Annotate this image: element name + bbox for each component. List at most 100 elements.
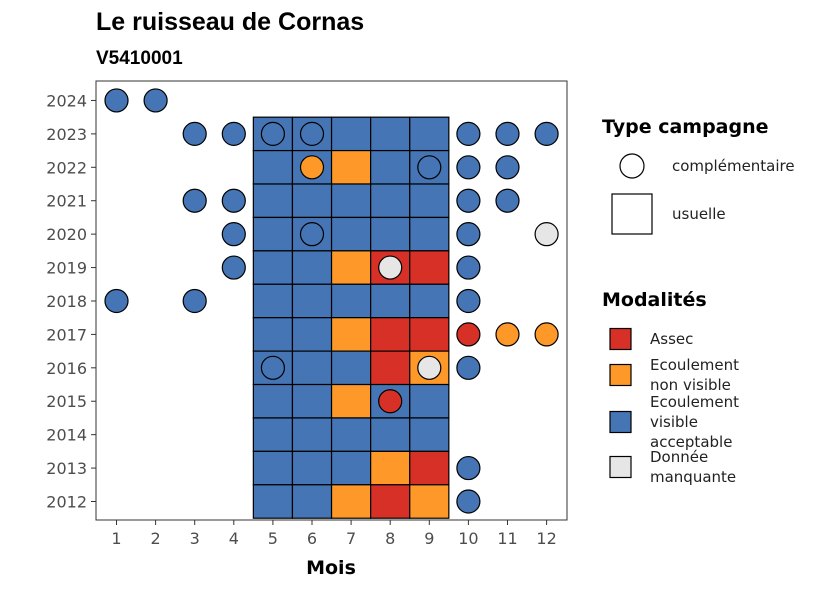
x-tick-label: 12: [536, 529, 556, 548]
complementaire-point-2018-10: [456, 288, 481, 314]
complementaire-point-2018-1: [104, 288, 129, 314]
usuelle-cell-2012-8: [370, 484, 411, 519]
legend-modalite-label: manquante: [650, 468, 736, 486]
usuelle-cell-2019-5: [252, 250, 294, 285]
usuelle-cell-2016-8: [370, 350, 411, 386]
usuelle-cell-2014-5: [252, 417, 294, 452]
usuelle-cell-2017-9: [409, 317, 450, 352]
complementaire-point-2022-9: [417, 155, 442, 180]
y-tick-label: 2023: [46, 125, 87, 144]
legend-modalite-key: [609, 327, 632, 351]
usuelle-cell-2020-8: [370, 216, 411, 252]
usuelle-cell-2013-7: [330, 450, 372, 486]
usuelle-cell-2012-9: [409, 484, 450, 519]
usuelle-cell-2023-8: [370, 116, 411, 152]
x-tick-label: 8: [385, 529, 395, 548]
usuelle-cell-2012-5: [252, 484, 294, 519]
usuelle-cell-2013-9: [409, 450, 450, 486]
complementaire-point-2023-3: [182, 121, 207, 146]
complementaire-point-2016-5: [260, 355, 285, 380]
usuelle-cell-2015-6: [291, 383, 333, 419]
complementaire-point-2023-5: [260, 121, 285, 146]
y-tick-label: 2013: [46, 459, 87, 478]
y-tick-label: 2024: [46, 91, 87, 110]
complementaire-point-2024-1: [104, 88, 129, 113]
usuelle-cell-2014-7: [330, 417, 372, 452]
x-tick-label: 6: [307, 529, 317, 548]
complementaire-point-2018-3: [182, 288, 207, 314]
complementaire-point-2012-10: [456, 489, 481, 514]
legend-square-key: [611, 193, 653, 235]
complementaire-point-2017-10: [456, 322, 481, 347]
usuelle-cell-2017-6: [291, 317, 333, 352]
usuelle-cell-2020-9: [409, 216, 450, 252]
usuelle-cell-2015-7: [330, 383, 372, 419]
complementaire-point-2015-8: [378, 389, 403, 414]
usuelle-cell-2023-7: [330, 116, 372, 152]
x-tick-label: 1: [111, 529, 121, 548]
usuelle-cell-2019-6: [291, 250, 333, 285]
complementaire-point-2021-4: [221, 188, 246, 213]
complementaire-point-2017-11: [495, 322, 520, 347]
complementaire-point-2022-11: [495, 155, 520, 180]
usuelle-cell-2021-6: [291, 183, 333, 219]
legend-type-title: Type campagne: [602, 116, 769, 138]
complementaire-point-2016-9: [417, 355, 442, 380]
x-tick-label: 2: [151, 529, 161, 548]
complementaire-point-2023-10: [456, 121, 481, 146]
complementaire-point-2023-11: [495, 121, 520, 146]
usuelle-cell-2013-8: [370, 450, 411, 486]
legend-type-label: usuelle: [672, 205, 726, 223]
y-tick-label: 2017: [46, 325, 87, 344]
complementaire-point-2023-4: [221, 121, 246, 146]
legend-modalite-key: [609, 363, 632, 387]
y-tick-label: 2012: [46, 493, 87, 512]
usuelle-cells: [252, 116, 450, 519]
usuelle-cell-2016-6: [291, 350, 333, 386]
usuelle-cell-2020-7: [330, 216, 372, 252]
y-tick-label: 2019: [46, 259, 87, 278]
y-tick-label: 2014: [46, 426, 87, 445]
usuelle-cell-2018-6: [291, 283, 333, 319]
complementaire-point-2013-10: [456, 455, 481, 481]
x-tick-label: 4: [229, 529, 239, 548]
complementaire-point-2023-12: [534, 121, 559, 146]
legend-modalite-key: [609, 455, 632, 479]
usuelle-cell-2015-9: [409, 383, 450, 419]
x-tick-label: 5: [268, 529, 278, 548]
usuelle-cell-2022-5: [252, 149, 294, 185]
legend-circle-key: [619, 153, 645, 179]
usuelle-cell-2015-5: [252, 383, 294, 419]
usuelle-cell-2017-5: [252, 317, 294, 352]
x-tick-label: 11: [497, 529, 517, 548]
usuelle-cell-2022-7: [330, 149, 372, 185]
usuelle-cell-2021-7: [330, 183, 372, 219]
usuelle-cell-2019-7: [330, 250, 372, 285]
complementaire-point-2021-3: [182, 188, 207, 213]
usuelle-cell-2020-5: [252, 216, 294, 252]
usuelle-cell-2018-5: [252, 283, 294, 319]
chart-title: Le ruisseau de Cornas: [96, 8, 364, 36]
complementaire-point-2020-12: [534, 222, 559, 247]
legend-modalites-title: Modalités: [602, 289, 707, 311]
legend-modalite-label: Ecoulement: [650, 356, 739, 374]
usuelle-cell-2023-9: [409, 116, 450, 152]
usuelle-cell-2014-6: [291, 417, 333, 452]
complementaire-point-2022-6: [299, 155, 325, 180]
complementaire-point-2016-10: [456, 355, 481, 380]
usuelle-cell-2017-8: [370, 317, 411, 352]
x-tick-label: 10: [458, 529, 478, 548]
complementaire-point-2019-4: [221, 255, 246, 280]
usuelle-cell-2018-8: [370, 283, 411, 319]
y-tick-label: 2015: [46, 392, 87, 411]
usuelle-cell-2016-7: [330, 350, 372, 386]
usuelle-cell-2014-9: [409, 417, 450, 452]
y-tick-label: 2020: [46, 225, 87, 244]
legend-modalite-label: Assec: [650, 330, 693, 348]
legend-modalite-label: acceptable: [650, 433, 732, 451]
complementaire-point-2024-2: [143, 88, 168, 113]
legend-modalite-label: non visible: [650, 376, 731, 394]
complementaire-point-2021-10: [456, 188, 481, 213]
usuelle-cell-2012-6: [291, 484, 333, 519]
legend-modalite-label: visible: [650, 413, 698, 431]
